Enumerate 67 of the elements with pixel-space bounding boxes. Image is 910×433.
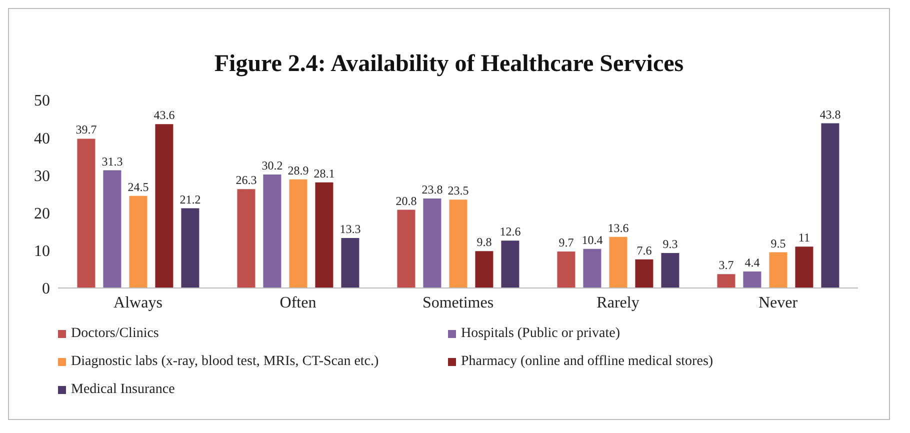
- x-tick-label: Sometimes: [422, 294, 494, 312]
- legend-label: Doctors/Clinics: [70, 326, 160, 342]
- bar: [635, 259, 654, 288]
- bar: [103, 170, 122, 288]
- bar: [397, 210, 416, 288]
- bar: [263, 174, 282, 288]
- x-tick-label: Never: [758, 294, 798, 312]
- y-tick-label: 20: [34, 205, 50, 222]
- y-tick-label: 40: [34, 130, 50, 148]
- data-label: 20.8: [396, 194, 417, 208]
- bar: [423, 198, 442, 288]
- data-label: 12.6: [500, 224, 521, 239]
- data-label: 4.4: [744, 255, 760, 270]
- bar: [661, 253, 680, 288]
- data-label: 30.2: [262, 158, 283, 172]
- bar: [557, 252, 576, 288]
- bar: [77, 138, 96, 288]
- y-tick-label: 50: [34, 92, 50, 110]
- bar: [181, 208, 200, 288]
- bar: [501, 240, 520, 288]
- data-label: 9.7: [558, 236, 574, 250]
- bar: [821, 123, 840, 288]
- data-label: 31.3: [102, 154, 123, 168]
- legend-label: Diagnostic labs (x-ray, blood test, MRIs, CT-Scan etc.): [70, 354, 380, 370]
- bar: [341, 238, 360, 288]
- data-label: 10.4: [582, 232, 603, 247]
- legend-label: Hospitals (Public or private): [460, 326, 622, 342]
- data-label: 9.8: [476, 235, 492, 250]
- bar: [475, 251, 494, 288]
- data-label: 13.6: [608, 220, 629, 235]
- data-label: 13.3: [340, 222, 361, 236]
- chart-title: Figure 2.4: Availability of Healthcare Services: [213, 51, 685, 78]
- x-tick-label: Often: [280, 294, 316, 312]
- bar: [743, 271, 762, 288]
- data-label: 9.5: [770, 236, 786, 250]
- data-label: 23.8: [422, 182, 443, 197]
- bar: [769, 252, 788, 288]
- bar: [717, 274, 736, 288]
- bar: [609, 236, 628, 288]
- legend-label: Medical Insurance: [70, 382, 176, 398]
- data-label: 24.5: [128, 180, 149, 194]
- bar: [583, 248, 602, 288]
- y-tick-label: 30: [34, 168, 50, 185]
- legend-label: Pharmacy (online and offline medical stores): [460, 354, 714, 370]
- data-label: 21.2: [180, 192, 201, 206]
- data-label: 43.8: [820, 107, 841, 122]
- data-label: 11: [798, 230, 810, 245]
- data-label: 28.1: [314, 166, 335, 180]
- y-tick-label: 10: [34, 243, 50, 260]
- data-label: 26.3: [236, 173, 257, 188]
- bar: [155, 124, 174, 288]
- y-tick-label: 0: [42, 280, 50, 298]
- data-label: 7.6: [636, 243, 652, 258]
- bar: [449, 200, 468, 288]
- x-tick-label: Always: [114, 294, 162, 312]
- data-label: 43.6: [154, 108, 175, 122]
- bar: [237, 189, 256, 288]
- bar: [289, 179, 308, 288]
- data-label: 28.9: [288, 163, 309, 178]
- data-label: 9.3: [662, 237, 678, 252]
- bar: [129, 196, 148, 288]
- data-label: 39.7: [76, 122, 97, 137]
- data-label: 3.7: [718, 258, 734, 272]
- data-label: 23.5: [448, 184, 469, 198]
- bar: [315, 182, 334, 288]
- bar: [795, 246, 814, 288]
- x-tick-label: Rarely: [596, 294, 640, 312]
